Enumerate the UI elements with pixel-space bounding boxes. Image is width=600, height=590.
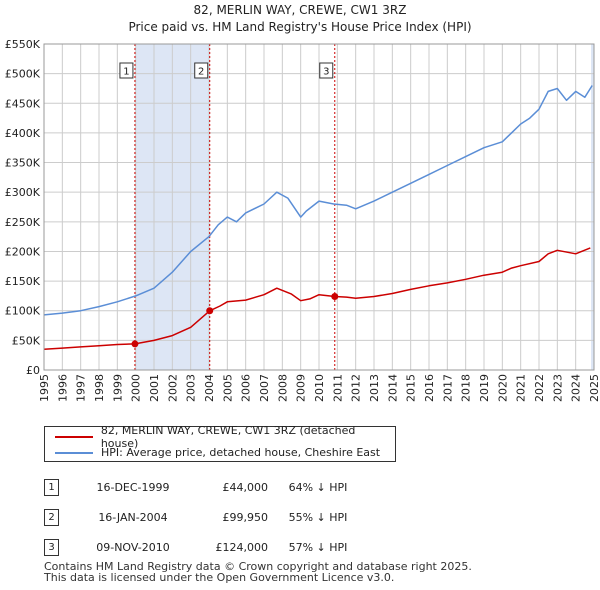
legend-label-property: 82, MERLIN WAY, CREWE, CW1 3RZ (detached… (100, 423, 356, 450)
property-price-line (43, 247, 591, 351)
sale-hpi-diff: 64% ↓ HPI (288, 480, 348, 494)
x-tick-label: 2018 (460, 374, 473, 402)
x-tick-label: 2015 (405, 374, 418, 402)
grid (43, 43, 595, 371)
chart-subtitle: Price paid vs. HM Land Registry's House … (128, 20, 471, 34)
y-axis-ticks: £0 £50K £100K £150K £200K £250K £300K £350K £400… (5, 38, 41, 377)
sale-point (331, 293, 339, 301)
x-tick-label: 2006 (240, 374, 253, 402)
sale-number-badge: 3 (44, 538, 59, 556)
x-tick-label: 2005 (221, 374, 234, 402)
sale-label-box (119, 62, 134, 79)
sale-price: £124,000 (215, 540, 269, 554)
x-tick-label: 2014 (386, 374, 399, 402)
series-lines (43, 85, 593, 351)
x-tick-label: 2017 (441, 374, 454, 402)
x-tick-label: 2022 (533, 374, 546, 402)
y-tick-label: £450K (5, 97, 41, 110)
x-tick-label: 1999 (111, 374, 124, 402)
sale-label-text: 3 (323, 67, 329, 78)
x-tick-label: 2020 (496, 374, 509, 402)
table-row: 3 09-NOV-2010 £124,000 57% ↓ HPI (44, 532, 368, 562)
footer-copyright: Contains HM Land Registry data © Crown c… (44, 560, 472, 573)
x-axis-ticks: 1995 1996 1997 1998 1999 2000 2001 2002 2003 2004… (38, 374, 600, 402)
sale-number-labels: 1 2 3 (119, 62, 334, 79)
sale-period-shading (134, 44, 594, 370)
chart-title: 82, MERLIN WAY, CREWE, CW1 3RZ (194, 3, 407, 17)
sale-label: 1 (119, 62, 134, 79)
x-tick-label: 2013 (368, 374, 381, 402)
x-tick-label: 2003 (185, 374, 198, 402)
sale-label: 3 (319, 62, 334, 79)
y-tick-label: £100K (5, 305, 41, 318)
x-tick-label: 2004 (203, 374, 216, 402)
y-tick-label: £0 (26, 364, 40, 377)
price-chart: 1 2 3 £0 £50K £100K £150K £200K £250K £300K £350K… (5, 3, 600, 402)
x-tick-label: 2023 (551, 374, 564, 402)
y-tick-label: £200K (5, 245, 41, 258)
x-tick-label: 1997 (75, 374, 88, 402)
x-tick-label: 2024 (570, 374, 583, 402)
sale-label-box (319, 62, 334, 79)
sale-number-badge: 2 (44, 508, 59, 526)
x-tick-label: 2016 (423, 374, 436, 402)
legend-swatch-property (55, 435, 93, 438)
sale-number-badge: 1 (44, 478, 59, 496)
x-tick-label: 2011 (331, 374, 344, 402)
x-tick-label: 2021 (515, 374, 528, 402)
footer-licence: This data is licensed under the Open Gov… (44, 571, 395, 584)
sale-date: 16-DEC-1999 (96, 480, 170, 494)
sale-label-box (194, 62, 209, 79)
x-tick-label: 2007 (258, 374, 271, 402)
y-tick-label: £50K (12, 334, 41, 347)
y-tick-label: £250K (5, 216, 41, 229)
footer: Contains HM Land Registry data © Crown c… (44, 561, 472, 583)
plot-frame (43, 43, 595, 371)
sale-hpi-diff: 55% ↓ HPI (288, 510, 348, 524)
y-tick-label: £150K (5, 275, 41, 288)
legend-item-property: 82, MERLIN WAY, CREWE, CW1 3RZ (detached… (55, 424, 395, 450)
y-tick-label: £400K (5, 127, 41, 140)
table-row: 1 16-DEC-1999 £44,000 64% ↓ HPI (44, 472, 368, 502)
x-tick-label: 2001 (148, 374, 161, 402)
x-tick-label: 1998 (93, 374, 106, 402)
sale-date: 16-JAN-2004 (98, 510, 168, 524)
y-tick-label: £350K (5, 157, 41, 170)
x-tick-label: 2008 (276, 374, 289, 402)
sale-price: £44,000 (222, 480, 269, 494)
legend-item-hpi: HPI: Average price, detached house, Ches… (55, 445, 380, 460)
x-tick-label: 1995 (38, 374, 51, 402)
legend: 82, MERLIN WAY, CREWE, CW1 3RZ (detached… (44, 424, 396, 462)
sale-hpi-diff: 57% ↓ HPI (288, 540, 348, 554)
sale-points (131, 293, 339, 348)
sales-table: 1 16-DEC-1999 £44,000 64% ↓ HPI 2 16-JAN… (44, 472, 368, 562)
shade-future (591, 44, 594, 370)
legend-swatch-hpi (55, 451, 93, 454)
legend-label-hpi: HPI: Average price, detached house, Ches… (101, 446, 381, 459)
x-tick-label: 2002 (166, 374, 179, 402)
x-tick-label: 2012 (350, 374, 363, 402)
sale-date: 09-NOV-2010 (96, 540, 170, 554)
sale-label-text: 1 (123, 67, 129, 78)
hpi-line (43, 85, 593, 316)
x-tick-label: 2000 (130, 374, 143, 402)
x-tick-label: 2010 (313, 374, 326, 402)
sale-point (206, 307, 214, 315)
x-tick-label: 2025 (588, 374, 600, 402)
y-tick-label: £300K (5, 186, 41, 199)
sale-label: 2 (194, 62, 209, 79)
sale-point (131, 340, 139, 348)
y-tick-label: £500K (5, 68, 41, 81)
table-row: 2 16-JAN-2004 £99,950 55% ↓ HPI (44, 502, 368, 532)
sale-price: £99,950 (222, 510, 269, 524)
y-tick-label: £550K (5, 38, 41, 51)
x-tick-label: 2019 (478, 374, 491, 402)
sale-label-text: 2 (198, 67, 204, 78)
x-tick-label: 1996 (56, 374, 69, 402)
x-tick-label: 2009 (295, 374, 308, 402)
